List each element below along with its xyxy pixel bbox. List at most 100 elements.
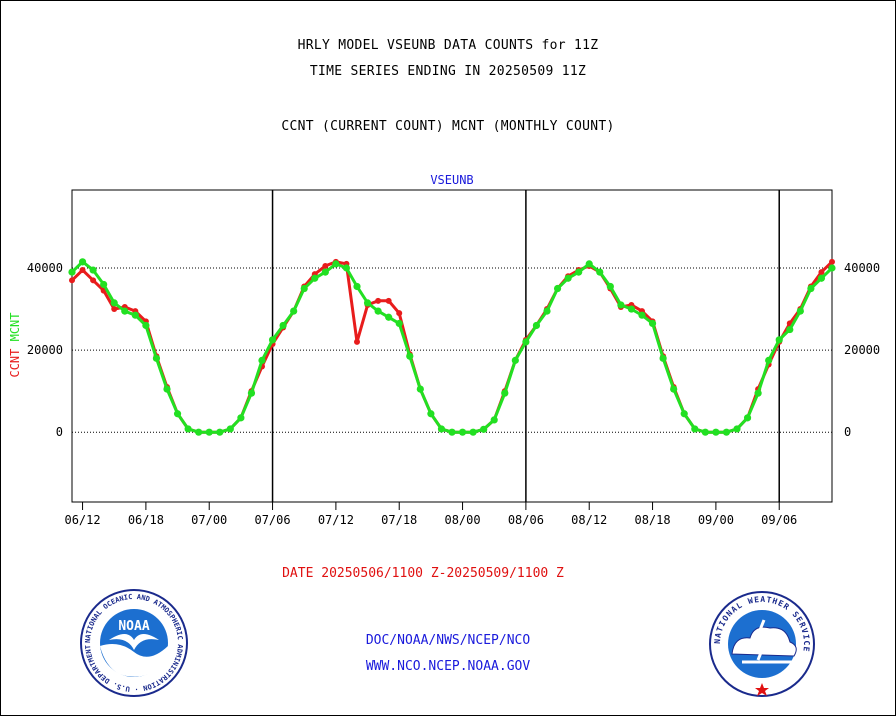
data-point-mcnt bbox=[585, 260, 593, 268]
data-point-mcnt bbox=[501, 389, 509, 397]
y-tick-label-right: 40000 bbox=[844, 261, 880, 275]
title-line-2: TIME SERIES ENDING IN 20250509 11Z bbox=[309, 64, 587, 79]
data-point-mcnt bbox=[237, 414, 245, 422]
data-point-mcnt bbox=[152, 354, 161, 362]
y-tick-label-left: 40000 bbox=[27, 261, 63, 275]
data-point-mcnt bbox=[78, 258, 87, 266]
data-point-mcnt bbox=[733, 425, 741, 433]
x-tick-label: 08/06 bbox=[508, 513, 544, 527]
data-point-mcnt bbox=[617, 301, 625, 309]
title-line-1: HRLY MODEL VSEUNB DATA COUNTS for 11Z bbox=[297, 38, 599, 53]
data-point-mcnt bbox=[395, 319, 403, 328]
data-point-mcnt bbox=[216, 428, 224, 436]
title-line-3: CCNT (CURRENT COUNT) MCNT (MONTHLY COUNT… bbox=[281, 119, 615, 134]
data-point-mcnt bbox=[532, 321, 541, 330]
data-point-ccnt bbox=[90, 277, 97, 284]
data-point-mcnt bbox=[712, 428, 720, 436]
x-tick-label: 07/18 bbox=[381, 513, 417, 527]
data-point-mcnt bbox=[385, 313, 393, 321]
data-point-ccnt bbox=[79, 267, 86, 274]
data-point-mcnt bbox=[743, 414, 752, 422]
x-tick-label: 08/18 bbox=[634, 513, 670, 527]
data-point-mcnt bbox=[279, 321, 287, 330]
x-tick-label: 06/12 bbox=[64, 513, 100, 527]
data-point-mcnt bbox=[110, 299, 118, 307]
data-point-mcnt bbox=[68, 268, 76, 276]
data-point-ccnt bbox=[385, 297, 392, 304]
data-point-mcnt bbox=[627, 305, 636, 313]
noaa-logo[interactable]: NATIONAL OCEANIC AND ATMOSPHERIC ADMINIS… bbox=[79, 588, 189, 698]
data-point-mcnt bbox=[659, 354, 667, 362]
x-tick-label: 06/18 bbox=[128, 513, 164, 527]
y-axis-title-mcnt: MCNT bbox=[8, 312, 22, 341]
data-point-mcnt bbox=[195, 428, 203, 436]
data-point-mcnt bbox=[722, 428, 731, 436]
data-point-mcnt bbox=[374, 307, 382, 315]
data-point-mcnt bbox=[448, 428, 456, 436]
chart: VSEUNB 0 0 20000 20000 40000 40000 06/12 06/18 07… bbox=[8, 173, 880, 527]
series-line-ccnt bbox=[70, 260, 834, 434]
data-point-mcnt bbox=[226, 425, 234, 433]
data-point-mcnt bbox=[648, 319, 657, 328]
data-point-mcnt bbox=[511, 356, 519, 364]
data-point-mcnt bbox=[268, 336, 277, 344]
data-point-mcnt bbox=[321, 268, 329, 276]
data-point-mcnt bbox=[332, 260, 340, 268]
data-point-ccnt bbox=[818, 269, 825, 276]
data-point-mcnt bbox=[670, 385, 678, 393]
data-point-mcnt bbox=[142, 321, 150, 330]
data-point-mcnt bbox=[163, 385, 171, 393]
x-tick-label: 07/00 bbox=[191, 513, 227, 527]
data-point-mcnt bbox=[596, 268, 604, 276]
data-point-ccnt bbox=[829, 258, 835, 265]
data-point-mcnt bbox=[807, 284, 815, 293]
data-point-mcnt bbox=[184, 425, 192, 433]
data-point-mcnt bbox=[575, 268, 583, 276]
data-point-ccnt bbox=[111, 306, 118, 313]
website-link[interactable]: WWW.NCO.NCEP.NOAA.GOV bbox=[365, 659, 531, 674]
nws-logo[interactable]: NATIONAL WEATHER SERVICE bbox=[708, 590, 816, 698]
data-point-mcnt bbox=[817, 274, 826, 282]
y-tick-label-left: 20000 bbox=[27, 343, 63, 357]
data-point-mcnt bbox=[522, 338, 530, 346]
date-range: DATE 20250506/1100 Z-20250509/1100 Z bbox=[282, 566, 564, 581]
x-tick-label: 09/06 bbox=[761, 513, 797, 527]
data-point-mcnt bbox=[89, 266, 97, 274]
data-point-mcnt bbox=[342, 264, 351, 272]
data-point-mcnt bbox=[353, 282, 361, 291]
data-point-mcnt bbox=[363, 299, 372, 307]
data-point-mcnt bbox=[765, 356, 773, 364]
data-point-mcnt bbox=[490, 416, 498, 424]
data-point-mcnt bbox=[480, 425, 488, 433]
data-point-ccnt bbox=[354, 338, 360, 345]
data-point-ccnt bbox=[375, 297, 382, 304]
data-point-mcnt bbox=[121, 307, 129, 315]
data-point-mcnt bbox=[311, 274, 319, 282]
data-point-mcnt bbox=[543, 307, 551, 315]
plot-frame bbox=[71, 189, 833, 503]
data-point-mcnt bbox=[775, 336, 783, 344]
data-point-mcnt bbox=[205, 428, 213, 436]
x-tick-label: 08/12 bbox=[571, 513, 607, 527]
data-point-mcnt bbox=[828, 264, 836, 272]
x-tick-label: 07/06 bbox=[254, 513, 290, 527]
data-point-mcnt bbox=[691, 425, 699, 433]
data-point-ccnt bbox=[396, 310, 403, 317]
data-point-mcnt bbox=[427, 410, 435, 418]
data-point-mcnt bbox=[786, 325, 794, 334]
data-point-mcnt bbox=[416, 385, 424, 393]
data-point-mcnt bbox=[258, 356, 266, 364]
data-point-mcnt bbox=[247, 389, 256, 397]
noaa-logo-text: NOAA bbox=[118, 619, 149, 634]
data-point-mcnt bbox=[564, 274, 572, 282]
data-point-mcnt bbox=[131, 311, 139, 319]
data-point-mcnt bbox=[437, 425, 446, 433]
y-axis-title: CCNT MCNT bbox=[8, 312, 22, 377]
data-point-mcnt bbox=[796, 307, 804, 315]
y-tick-label-right: 0 bbox=[844, 425, 851, 439]
org-path-link[interactable]: DOC/NOAA/NWS/NCEP/NCO bbox=[365, 633, 531, 648]
data-point-ccnt bbox=[69, 277, 75, 284]
series-line-mcnt bbox=[70, 259, 834, 434]
data-point-mcnt bbox=[290, 307, 298, 315]
data-point-mcnt bbox=[553, 284, 562, 293]
